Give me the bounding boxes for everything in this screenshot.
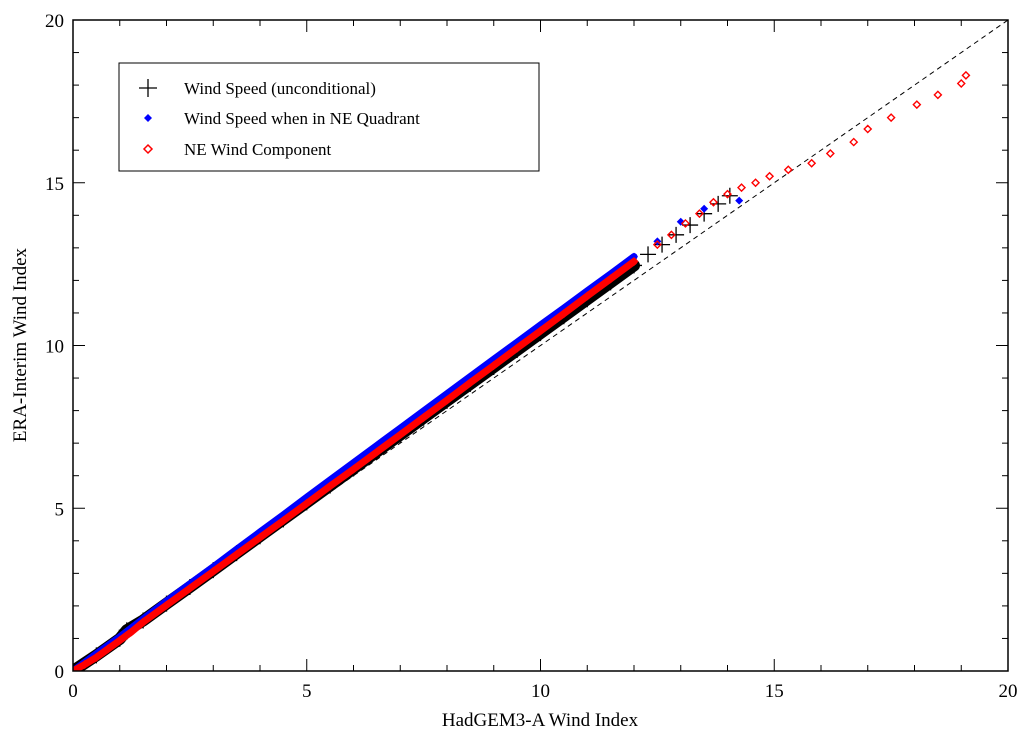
legend-label-unconditional: Wind Speed (unconditional)	[184, 79, 376, 98]
x-axis-label: HadGEM3-A Wind Index	[442, 710, 639, 731]
data-point-plus	[682, 217, 699, 234]
data-point-open-diamond	[103, 644, 113, 654]
data-point-open-diamond	[912, 100, 922, 110]
y-tick-label: 15	[45, 174, 64, 195]
data-point-open-diamond	[126, 627, 136, 637]
data-point-open-diamond	[694, 209, 704, 219]
data-point-open-diamond	[737, 183, 747, 193]
data-point-open-diamond	[489, 360, 499, 370]
x-tick-label: 5	[302, 681, 312, 702]
series-2-band	[73, 258, 638, 671]
data-point-open-diamond	[961, 70, 971, 80]
data-point-diamond	[735, 196, 744, 205]
data-point-open-diamond	[933, 90, 943, 100]
data-point-plus	[640, 246, 657, 263]
data-point-open-diamond	[162, 600, 171, 610]
data-point-open-diamond	[349, 464, 358, 474]
data-point-open-diamond	[863, 124, 873, 134]
data-point-open-diamond	[680, 218, 690, 228]
data-point-open-diamond	[302, 498, 312, 508]
y-axis-label: ERA-Interim Wind Index	[10, 247, 31, 442]
plot-frame	[72, 19, 1009, 672]
series-2	[73, 70, 971, 671]
data-point-open-diamond	[138, 617, 148, 627]
data-point-open-diamond	[325, 481, 335, 491]
data-point-open-diamond	[956, 78, 966, 88]
data-point-open-diamond	[255, 533, 265, 543]
data-point-open-diamond	[185, 583, 195, 593]
legend-marker-plus	[139, 79, 157, 97]
legend-label-ne-component: NE Wind Component	[184, 140, 332, 159]
data-point-open-diamond	[419, 412, 429, 422]
data-point-open-diamond	[442, 395, 452, 405]
data-point-diamond	[700, 204, 709, 213]
data-point-open-diamond	[708, 197, 718, 207]
data-point-open-diamond	[886, 113, 896, 123]
data-point-open-diamond	[783, 165, 793, 175]
data-point-open-diamond	[751, 178, 761, 188]
data-point-open-diamond	[652, 240, 662, 250]
legend-marker-blue-diamond	[144, 114, 152, 122]
data-point-open-diamond	[825, 148, 835, 158]
y-tick-label: 5	[55, 499, 65, 520]
legend-label-ne-quadrant: Wind Speed when in NE Quadrant	[184, 109, 420, 128]
data-point-plus	[668, 226, 685, 243]
data-series	[73, 70, 971, 671]
data-point-open-diamond	[372, 447, 382, 457]
data-point-open-diamond	[629, 257, 639, 267]
data-point-open-diamond	[765, 171, 775, 181]
data-point-open-diamond	[849, 137, 859, 147]
data-point-open-diamond	[582, 291, 592, 301]
tick-labels: 0 5 10 15 20 0 5 10 15 20	[45, 11, 1018, 702]
data-point-open-diamond	[512, 343, 522, 353]
legend: Wind Speed (unconditional) Wind Speed wh…	[118, 62, 540, 172]
data-point-open-diamond	[232, 549, 242, 559]
y-tick-label: 0	[55, 662, 65, 683]
data-point-open-diamond	[278, 516, 288, 526]
data-point-plus	[710, 195, 727, 212]
data-point-open-diamond	[807, 158, 817, 168]
data-point-open-diamond	[91, 652, 101, 662]
data-point-open-diamond	[559, 309, 569, 319]
data-point-open-diamond	[465, 378, 475, 388]
data-point-open-diamond	[666, 230, 676, 240]
y-tick-label: 20	[45, 11, 64, 32]
legend-marker-red-diamond	[142, 143, 154, 155]
data-point-open-diamond	[208, 566, 218, 576]
data-point-open-diamond	[73, 666, 78, 671]
data-point-open-diamond	[115, 635, 125, 645]
y-tick-label: 10	[45, 337, 64, 358]
legend-box	[118, 62, 540, 172]
x-tick-label: 15	[765, 681, 784, 702]
data-point-open-diamond	[536, 326, 545, 336]
x-tick-label: 20	[999, 681, 1018, 702]
data-point-open-diamond	[723, 189, 732, 199]
data-point-open-diamond	[80, 660, 90, 669]
x-tick-label: 0	[68, 681, 78, 702]
x-tick-label: 10	[531, 681, 550, 702]
data-point-open-diamond	[606, 274, 616, 284]
data-point-open-diamond	[395, 430, 405, 440]
